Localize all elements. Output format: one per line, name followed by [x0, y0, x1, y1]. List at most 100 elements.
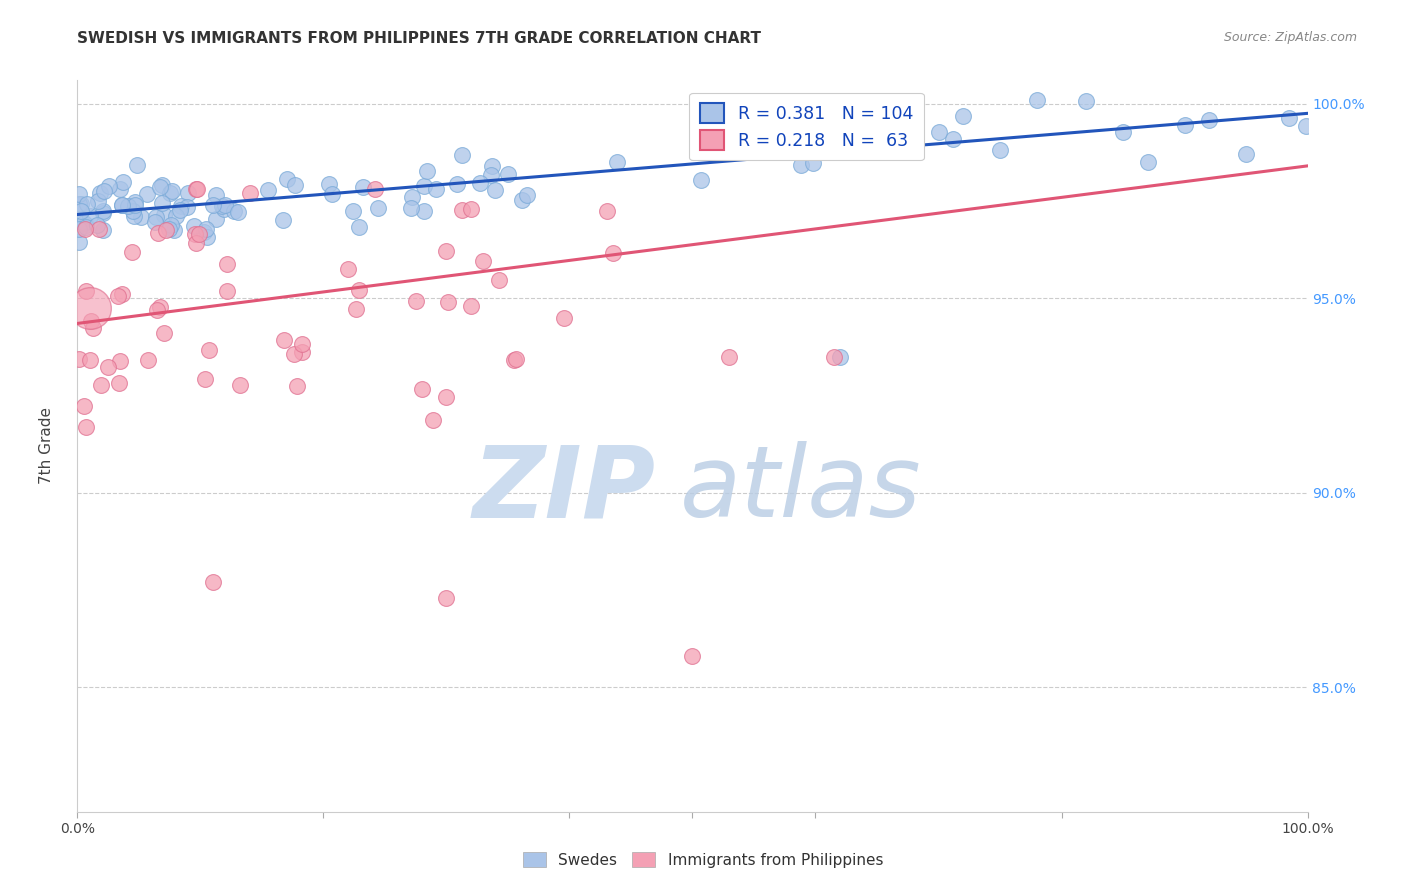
- Point: [186, 182, 208, 196]
- Point: [436, 390, 458, 404]
- Point: [98, 178, 121, 193]
- Point: [271, 213, 294, 227]
- Y-axis label: 7th Grade: 7th Grade: [39, 408, 53, 484]
- Point: [129, 210, 152, 224]
- Point: [1026, 93, 1049, 107]
- Point: [195, 230, 218, 244]
- Point: [70, 197, 93, 211]
- Point: [70, 203, 93, 218]
- Point: [425, 182, 447, 196]
- Point: [285, 378, 308, 392]
- Point: [69, 222, 91, 236]
- Point: [217, 284, 239, 298]
- Point: [73, 216, 96, 230]
- Point: [108, 182, 131, 196]
- Point: [718, 350, 741, 364]
- Point: [121, 204, 143, 219]
- Point: [122, 210, 145, 224]
- Point: [183, 219, 205, 233]
- Point: [479, 169, 502, 183]
- Point: [276, 172, 298, 186]
- Point: [124, 198, 146, 212]
- Point: [67, 235, 90, 249]
- Point: [510, 193, 533, 207]
- Point: [111, 198, 134, 212]
- Point: [460, 299, 482, 313]
- Point: [553, 310, 575, 325]
- Point: [148, 300, 170, 314]
- Point: [401, 190, 423, 204]
- Point: [112, 175, 135, 189]
- Point: [160, 184, 183, 198]
- Point: [364, 182, 387, 196]
- Text: atlas: atlas: [681, 442, 922, 539]
- Point: [342, 204, 364, 219]
- Point: [336, 262, 359, 277]
- Point: [91, 222, 114, 236]
- Point: [273, 333, 295, 347]
- Point: [146, 226, 169, 240]
- Point: [204, 188, 226, 202]
- Point: [197, 343, 219, 358]
- Point: [202, 198, 225, 212]
- Point: [1112, 125, 1135, 139]
- Point: [415, 164, 437, 178]
- Point: [69, 214, 91, 228]
- Point: [201, 575, 224, 590]
- Point: [481, 159, 503, 173]
- Point: [155, 223, 177, 237]
- Point: [436, 295, 458, 310]
- Point: [516, 188, 538, 202]
- Point: [595, 203, 617, 218]
- Point: [823, 350, 845, 364]
- Point: [1278, 111, 1301, 125]
- Point: [412, 203, 434, 218]
- Point: [80, 314, 103, 328]
- Point: [91, 205, 114, 219]
- Point: [830, 350, 852, 364]
- Point: [111, 286, 134, 301]
- Point: [405, 293, 427, 308]
- Point: [367, 202, 389, 216]
- Point: [347, 220, 370, 235]
- Point: [75, 220, 97, 235]
- Point: [988, 143, 1011, 157]
- Point: [149, 179, 172, 194]
- Point: [111, 198, 134, 212]
- Point: [169, 203, 191, 218]
- Point: [163, 223, 186, 237]
- Point: [283, 347, 305, 361]
- Point: [82, 320, 104, 334]
- Point: [411, 382, 433, 396]
- Point: [159, 186, 181, 200]
- Point: [89, 186, 111, 201]
- Point: [69, 352, 91, 367]
- Point: [90, 378, 112, 392]
- Point: [503, 352, 526, 367]
- Point: [349, 283, 371, 297]
- Point: [152, 326, 174, 340]
- Point: [146, 302, 169, 317]
- Point: [211, 199, 233, 213]
- Point: [67, 197, 90, 211]
- Point: [682, 649, 704, 664]
- Point: [422, 413, 444, 427]
- Point: [91, 204, 114, 219]
- Point: [952, 109, 974, 123]
- Point: [284, 178, 307, 192]
- Point: [399, 201, 422, 215]
- Point: [124, 195, 146, 210]
- Point: [468, 176, 491, 190]
- Point: [117, 198, 139, 212]
- Point: [436, 591, 458, 605]
- Point: [224, 204, 246, 219]
- Point: [353, 180, 375, 194]
- Legend: Swedes, Immigrants from Philippines: Swedes, Immigrants from Philippines: [517, 846, 889, 873]
- Point: [450, 148, 472, 162]
- Point: [157, 222, 180, 236]
- Point: [97, 359, 120, 374]
- Point: [127, 158, 149, 172]
- Point: [150, 195, 173, 210]
- Point: [73, 222, 96, 236]
- Point: [1234, 147, 1257, 161]
